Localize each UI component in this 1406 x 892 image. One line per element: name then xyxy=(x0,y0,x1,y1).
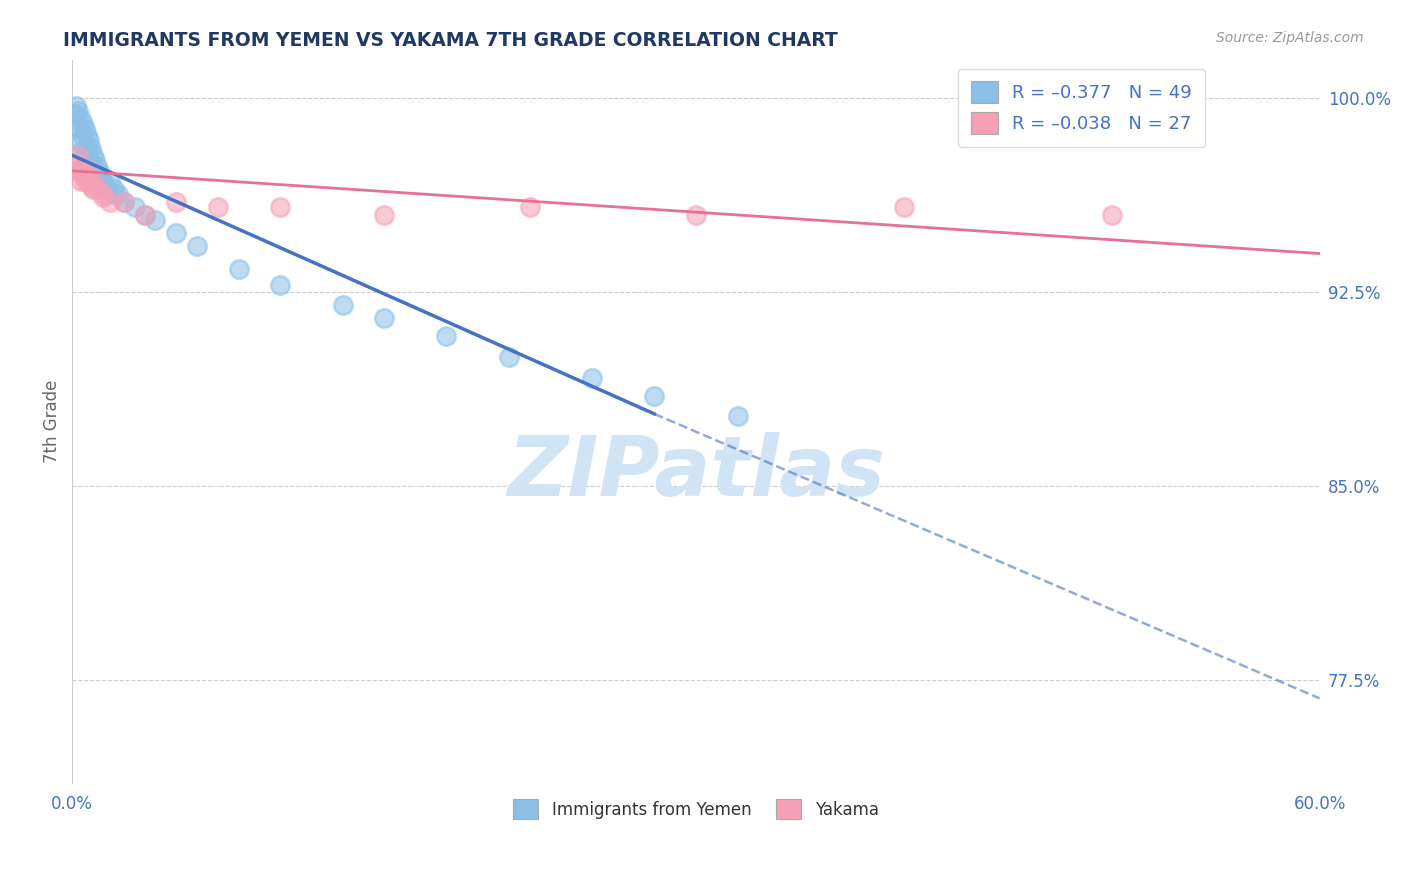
Point xyxy=(581,370,603,384)
Point xyxy=(67,148,90,162)
Point xyxy=(134,208,156,222)
Point xyxy=(73,122,96,136)
Point xyxy=(107,187,129,202)
Point xyxy=(72,130,94,145)
Point xyxy=(67,104,90,119)
Point xyxy=(332,298,354,312)
Point xyxy=(1101,208,1123,222)
Point xyxy=(165,194,187,209)
Point xyxy=(97,185,120,199)
Point xyxy=(145,213,167,227)
Point xyxy=(82,182,104,196)
Point xyxy=(80,179,103,194)
Legend: Immigrants from Yemen, Yakama: Immigrants from Yemen, Yakama xyxy=(506,792,886,826)
Point xyxy=(67,120,90,134)
Point xyxy=(373,311,395,326)
Point xyxy=(73,169,96,183)
Point xyxy=(373,208,395,222)
Point xyxy=(643,389,665,403)
Point xyxy=(72,117,94,131)
Point xyxy=(69,174,91,188)
Point xyxy=(72,161,94,176)
Point xyxy=(76,143,98,157)
Point xyxy=(67,122,90,136)
Point xyxy=(134,208,156,222)
Text: ZIPatlas: ZIPatlas xyxy=(508,432,884,513)
Point xyxy=(103,182,125,196)
Point xyxy=(65,107,87,121)
Point xyxy=(76,153,98,168)
Point xyxy=(82,174,104,188)
Point xyxy=(90,169,112,183)
Point xyxy=(727,409,749,424)
Point xyxy=(86,159,108,173)
Point xyxy=(76,128,98,142)
Point xyxy=(77,159,100,173)
Point xyxy=(228,262,250,277)
Point xyxy=(69,163,91,178)
Text: Source: ZipAtlas.com: Source: ZipAtlas.com xyxy=(1216,31,1364,45)
Point xyxy=(72,143,94,157)
Point xyxy=(67,163,90,178)
Point xyxy=(103,187,125,202)
Point xyxy=(124,200,146,214)
Point xyxy=(69,112,91,127)
Point xyxy=(80,163,103,178)
Point xyxy=(94,179,117,194)
Point xyxy=(436,329,458,343)
Point xyxy=(86,169,108,183)
Point xyxy=(207,200,229,214)
Point xyxy=(73,148,96,162)
Point xyxy=(69,136,91,150)
Point xyxy=(76,174,98,188)
Point xyxy=(519,200,541,214)
Point xyxy=(93,187,115,202)
Point xyxy=(165,226,187,240)
Point xyxy=(73,174,96,188)
Point xyxy=(269,277,291,292)
Point xyxy=(80,156,103,170)
Point xyxy=(65,156,87,170)
Point xyxy=(77,163,100,178)
Point xyxy=(98,194,121,209)
Point xyxy=(82,169,104,183)
Point xyxy=(82,148,104,162)
Point xyxy=(93,189,115,203)
Point xyxy=(893,200,915,214)
Point xyxy=(84,153,107,168)
Point xyxy=(269,200,291,214)
Point xyxy=(86,182,108,196)
Point xyxy=(89,163,111,178)
Point xyxy=(685,208,707,222)
Point xyxy=(80,140,103,154)
Text: IMMIGRANTS FROM YEMEN VS YAKAMA 7TH GRADE CORRELATION CHART: IMMIGRANTS FROM YEMEN VS YAKAMA 7TH GRAD… xyxy=(63,31,838,50)
Point xyxy=(93,174,115,188)
Point xyxy=(112,194,135,209)
Point xyxy=(112,194,135,209)
Point xyxy=(186,239,208,253)
Point xyxy=(65,99,87,113)
Point xyxy=(98,174,121,188)
Point xyxy=(77,133,100,147)
Point xyxy=(498,350,520,364)
Y-axis label: 7th Grade: 7th Grade xyxy=(44,380,60,463)
